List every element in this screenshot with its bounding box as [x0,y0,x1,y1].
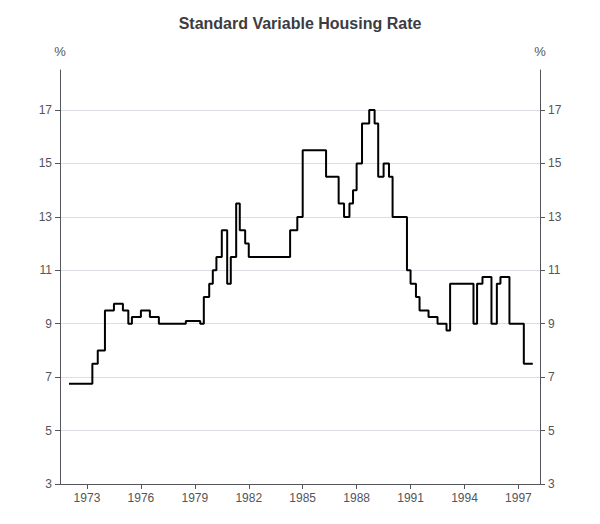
svg-text:11: 11 [40,263,53,277]
svg-text:%: % [534,44,546,59]
svg-text:9: 9 [45,317,52,331]
svg-text:15: 15 [548,156,562,170]
svg-text:13: 13 [39,210,53,224]
svg-text:17: 17 [39,103,53,117]
svg-text:1988: 1988 [343,491,370,505]
svg-text:5: 5 [45,424,52,438]
svg-text:Standard Variable Housing Rate: Standard Variable Housing Rate [179,15,422,32]
svg-text:5: 5 [548,424,555,438]
svg-text:9: 9 [548,317,555,331]
svg-text:%: % [54,44,66,59]
svg-text:11: 11 [548,263,561,277]
svg-text:1997: 1997 [505,491,532,505]
svg-text:1982: 1982 [235,491,262,505]
svg-text:7: 7 [548,370,555,384]
svg-text:13: 13 [548,210,562,224]
svg-text:1976: 1976 [128,491,155,505]
svg-text:1985: 1985 [289,491,316,505]
svg-text:3: 3 [548,477,555,491]
svg-text:1973: 1973 [74,491,101,505]
svg-text:7: 7 [45,370,52,384]
svg-text:15: 15 [39,156,53,170]
svg-text:1979: 1979 [181,491,208,505]
svg-text:3: 3 [45,477,52,491]
svg-text:1991: 1991 [397,491,424,505]
svg-text:1994: 1994 [451,491,478,505]
svg-text:17: 17 [548,103,562,117]
